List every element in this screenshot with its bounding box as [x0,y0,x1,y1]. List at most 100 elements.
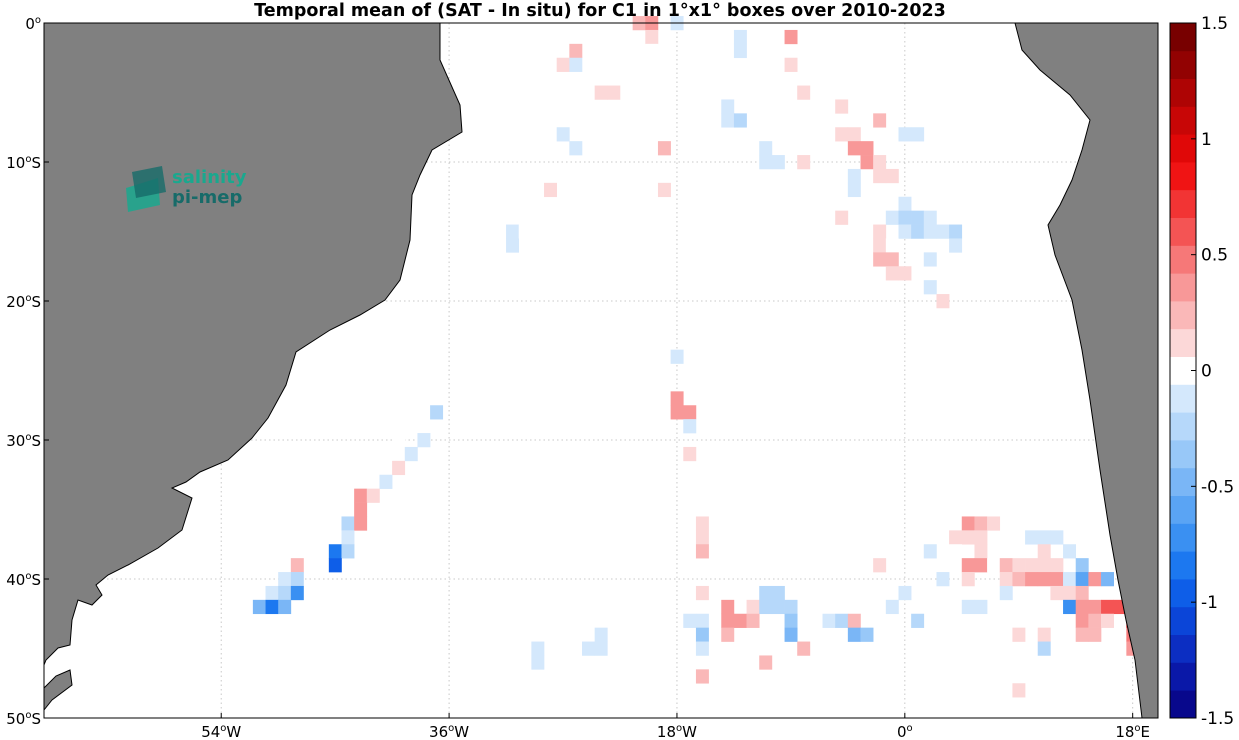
data-cell [898,585,912,601]
data-cell [341,516,355,531]
data-cell [974,558,988,573]
data-cell [670,391,684,406]
data-cell [936,224,950,239]
colorbar-tick-label: -0.5 [1201,477,1234,497]
data-cell [898,266,912,281]
data-cell [721,627,735,642]
data-cell [885,210,899,225]
colorbar-tick-label: 0.5 [1201,246,1228,266]
data-cell [873,238,887,253]
data-cell [1050,572,1064,587]
data-cell [923,210,937,225]
y-tick-label: 10oS [6,154,41,172]
data-cell [936,572,950,587]
data-cell [430,405,444,420]
data-cell [544,182,557,198]
data-cell [784,627,798,642]
data-cell [784,57,798,72]
data-cell [252,599,266,615]
data-cell [847,613,861,628]
data-cell [1037,530,1051,545]
africa-landmass [1014,22,1159,719]
salinity-pi-mep-logo: salinity pi-mep [126,166,247,212]
data-cell [1012,683,1026,698]
data-cell [695,516,709,531]
data-cell [784,599,798,615]
colorbar-segment [1170,217,1196,246]
data-cell [974,599,988,615]
data-cell [531,641,545,656]
data-cell [1012,627,1026,642]
data-cell [860,627,874,642]
colorbar-segment [1170,23,1196,52]
colorbar-segment [1170,162,1196,191]
data-cell [961,530,975,545]
data-cell [797,155,811,170]
data-cell [949,238,963,253]
data-cell [987,558,1001,573]
data-cell [885,196,899,211]
x-tick-label: 0o [897,723,913,740]
data-cell [1088,627,1102,642]
data-cell [733,43,747,59]
data-cell [341,530,355,545]
data-cell [759,155,773,170]
data-cell [873,558,887,573]
data-cell [885,599,899,615]
data-cell [911,210,925,225]
data-cell [974,544,988,559]
colorbar-segment [1170,301,1196,330]
data-cell [1088,613,1102,628]
data-cell [683,446,697,462]
data-cell [582,641,595,656]
colorbar-segment [1170,523,1196,552]
data-cell [759,655,773,670]
data-cell [1037,572,1051,587]
data-cell [278,599,292,615]
data-cell [341,544,355,559]
data-cell [987,516,1001,531]
data-cell [885,252,899,267]
data-cell [1075,613,1089,628]
data-cell [847,182,861,198]
data-cell [961,558,975,573]
data-cell [594,627,608,642]
data-cell [885,266,899,281]
data-cell [923,252,937,267]
data-cell [1025,572,1039,587]
data-cell [506,224,520,239]
data-cell [683,613,697,628]
data-cell [607,85,621,100]
data-cell [873,168,887,184]
data-cell [1025,558,1039,573]
data-cell [949,544,963,559]
colorbar-tick-label: 0 [1201,362,1212,382]
data-cell [936,294,950,309]
colorbar-segment [1170,579,1196,608]
data-cell [1050,530,1064,545]
data-cell [657,141,671,156]
data-cell [1063,544,1077,559]
data-cell [657,182,671,198]
data-cell [1075,572,1089,587]
colorbar-segment [1170,662,1196,691]
data-cell [847,627,861,642]
data-cell [999,572,1013,587]
data-cell [569,29,583,45]
data-cell [670,349,684,364]
colorbar-tick-label: -1.5 [1201,709,1234,729]
colorbar-ticks: 1.5 1 0.5 0 -0.5 -1 -1.5 [1191,14,1234,729]
data-cell [923,544,937,559]
data-cell [835,613,849,628]
data-cell [759,585,773,601]
colorbar-segment [1170,328,1196,357]
plot-frame [43,22,1159,719]
data-cell [695,641,709,656]
colorbar-segment [1170,412,1196,441]
data-cell [1101,572,1114,587]
colorbar-segment [1170,245,1196,274]
data-cell [860,155,874,170]
data-cell [759,599,773,615]
data-cell [949,530,963,545]
